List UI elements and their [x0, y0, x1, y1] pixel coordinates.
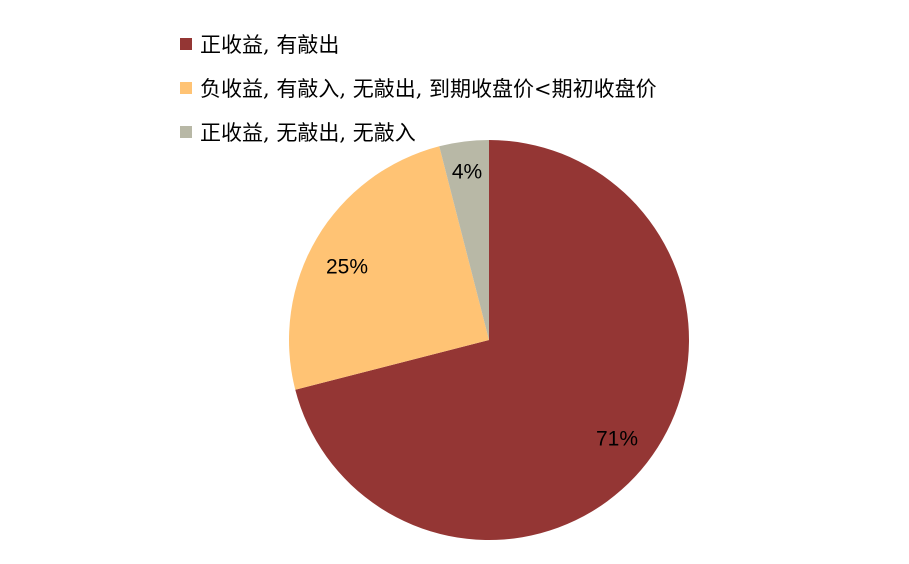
pie-slice [295, 140, 689, 540]
pie-slice [439, 140, 489, 340]
legend-swatch [180, 126, 192, 138]
slice-label: 71% [596, 428, 638, 451]
legend-swatch [180, 38, 192, 50]
legend-item: 正收益, 有敲出 [180, 22, 657, 66]
legend-item: 正收益, 无敲出, 无敲入 [180, 110, 657, 154]
legend-swatch [180, 82, 192, 94]
pie-slice [289, 146, 489, 390]
slice-label: 4% [452, 161, 482, 184]
legend: 正收益, 有敲出 负收益, 有敲入, 无敲出, 到期收盘价<期初收盘价 正收益,… [180, 22, 657, 154]
slice-label: 25% [326, 256, 368, 279]
legend-item: 负收益, 有敲入, 无敲出, 到期收盘价<期初收盘价 [180, 66, 657, 110]
legend-label: 正收益, 无敲出, 无敲入 [200, 121, 416, 145]
legend-label: 负收益, 有敲入, 无敲出, 到期收盘价<期初收盘价 [200, 77, 657, 101]
legend-label: 正收益, 有敲出 [200, 33, 340, 57]
